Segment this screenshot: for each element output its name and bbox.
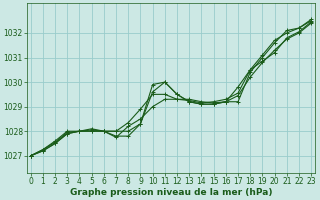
X-axis label: Graphe pression niveau de la mer (hPa): Graphe pression niveau de la mer (hPa) — [70, 188, 272, 197]
